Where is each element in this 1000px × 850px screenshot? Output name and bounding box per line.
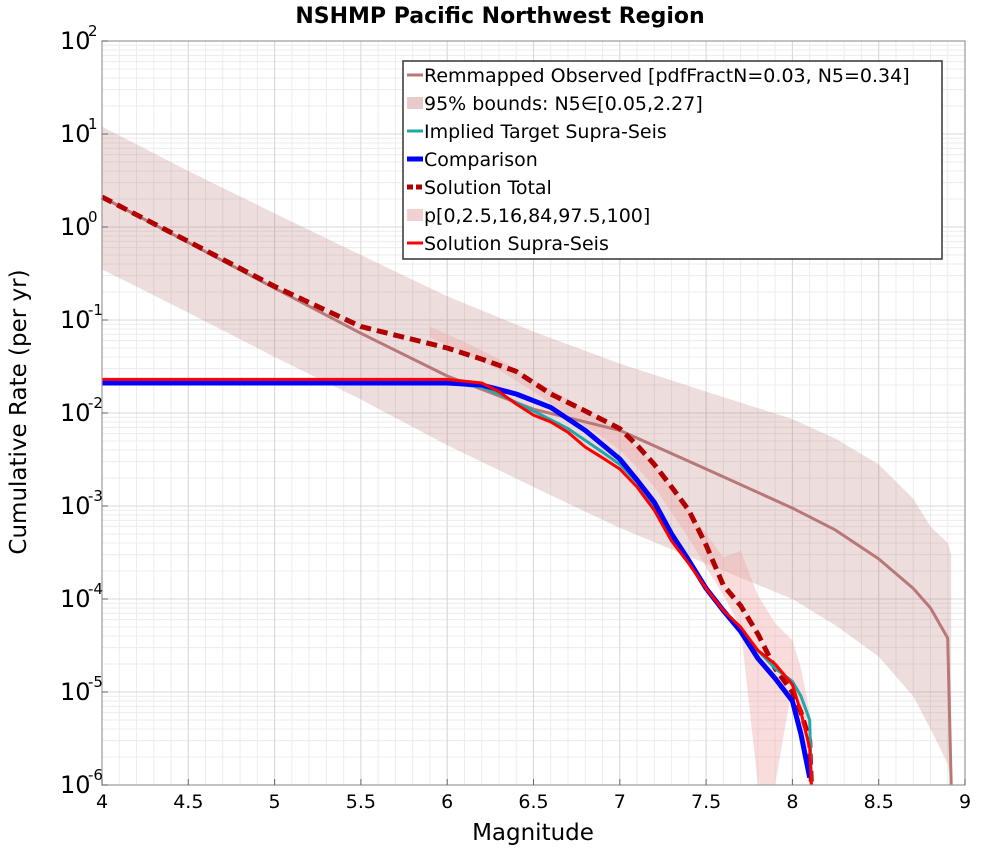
x-tick-label: 9 (959, 791, 971, 813)
legend-swatch (407, 97, 423, 109)
y-tick-exponent: -5 (88, 673, 103, 691)
x-tick-label: 6 (441, 791, 453, 813)
y-tick-label: 10 (60, 678, 91, 706)
legend-box (402, 60, 943, 260)
band-area (102, 126, 952, 786)
y-tick-exponent: 2 (88, 22, 98, 40)
y-tick-label: 10 (60, 27, 91, 55)
x-tick-label: 8.5 (864, 791, 894, 813)
chart-title: NSHMP Pacific Northwest Region (295, 4, 704, 29)
band-area (429, 326, 810, 785)
y-tick-exponent: -2 (88, 394, 103, 412)
x-tick-label: 4.5 (173, 791, 203, 813)
y-tick-label: 10 (60, 585, 91, 613)
legend-label: 95% bounds: N5∈[0.05,2.27] (424, 93, 703, 115)
y-tick-exponent: -6 (88, 766, 103, 784)
y-tick-exponent: -3 (88, 487, 103, 505)
legend-swatch (407, 209, 423, 221)
legend-label: Implied Target Supra-Seis (424, 121, 667, 143)
x-axis-label: Magnitude (472, 820, 594, 846)
legend-label: Remmapped Observed [pdfFractN=0.03, N5=0… (424, 65, 910, 87)
y-axis-label: Cumulative Rate (per yr) (6, 269, 32, 554)
series-line (100, 194, 814, 786)
legend-label: Solution Supra-Seis (424, 233, 609, 255)
y-tick-exponent: -4 (88, 580, 103, 598)
y-tick-label: 10 (60, 771, 91, 799)
x-tick-label: 5 (269, 791, 281, 813)
legend: Remmapped Observed [pdfFractN=0.03, N5=0… (402, 60, 943, 260)
series-line (102, 377, 813, 786)
y-tick-label: 10 (60, 399, 91, 427)
x-tick-label: 4 (96, 791, 108, 813)
y-tick-label: 10 (60, 306, 91, 334)
x-tick-label: 8 (786, 791, 798, 813)
legend-label: Comparison (424, 149, 538, 171)
legend-label: Solution Total (424, 177, 552, 199)
y-tick-label: 10 (60, 213, 91, 241)
confidence-bands (102, 126, 952, 786)
y-tick-label: 10 (60, 120, 91, 148)
legend-label: p[0,2.5,16,84,97.5,100] (424, 205, 650, 227)
y-tick-exponent: 0 (88, 208, 98, 226)
x-tick-label: 7 (614, 791, 626, 813)
x-tick-label: 5.5 (346, 791, 376, 813)
x-tick-label: 7.5 (691, 791, 721, 813)
data-series (100, 194, 953, 786)
x-tick-label: 6.5 (518, 791, 548, 813)
series-line (101, 195, 953, 786)
y-tick-exponent: -1 (88, 301, 103, 319)
x-axis-ticks: 4 4.5 5 5.5 6 6.5 7 7.5 8 8.5 9 (96, 779, 971, 813)
y-tick-exponent: 1 (88, 115, 98, 133)
y-tick-label: 10 (60, 492, 91, 520)
